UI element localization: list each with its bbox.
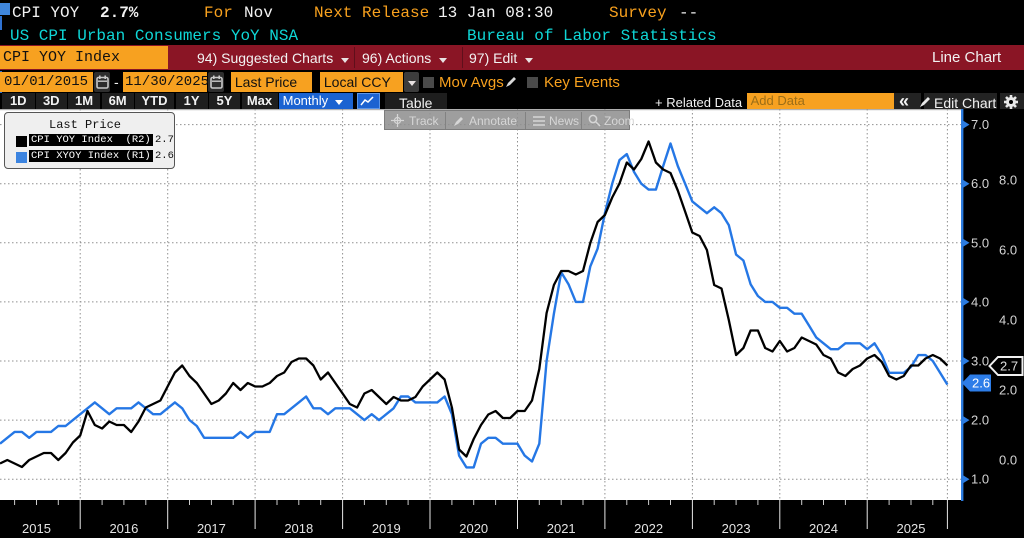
svg-text:2024: 2024	[809, 521, 838, 536]
svg-text:2022: 2022	[634, 521, 663, 536]
svg-text:2.0: 2.0	[971, 413, 989, 428]
svg-text:2021: 2021	[547, 521, 576, 536]
svg-text:2023: 2023	[722, 521, 751, 536]
svg-text:2.7: 2.7	[1000, 359, 1018, 374]
svg-text:2015: 2015	[22, 521, 51, 536]
svg-text:2.0: 2.0	[999, 383, 1017, 398]
svg-text:2016: 2016	[109, 521, 138, 536]
svg-text:2017: 2017	[197, 521, 226, 536]
svg-text:7.0: 7.0	[971, 117, 989, 132]
svg-text:8.0: 8.0	[999, 173, 1017, 188]
svg-text:3.0: 3.0	[971, 354, 989, 369]
svg-text:2018: 2018	[284, 521, 313, 536]
svg-text:2.6: 2.6	[972, 376, 990, 391]
svg-text:4.0: 4.0	[999, 313, 1017, 328]
svg-text:2025: 2025	[897, 521, 926, 536]
svg-text:0.0: 0.0	[999, 453, 1017, 468]
svg-text:2019: 2019	[372, 521, 401, 536]
svg-text:1.0: 1.0	[971, 472, 989, 487]
svg-text:2020: 2020	[459, 521, 488, 536]
svg-text:4.0: 4.0	[971, 294, 989, 309]
svg-text:6.0: 6.0	[971, 176, 989, 191]
svg-text:5.0: 5.0	[971, 235, 989, 250]
svg-text:6.0: 6.0	[999, 243, 1017, 258]
